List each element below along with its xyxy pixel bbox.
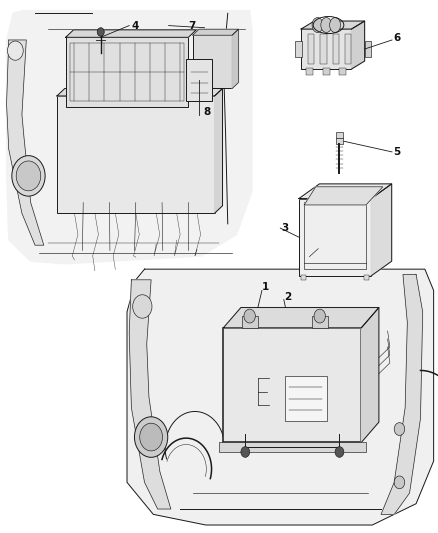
Circle shape: [314, 309, 325, 323]
Text: 1: 1: [262, 282, 269, 292]
Circle shape: [244, 309, 255, 323]
Circle shape: [140, 423, 162, 451]
Circle shape: [16, 161, 41, 191]
Circle shape: [97, 28, 104, 36]
Bar: [312, 316, 328, 328]
Ellipse shape: [312, 18, 323, 33]
Polygon shape: [232, 29, 238, 88]
Circle shape: [394, 423, 405, 435]
Bar: [300, 275, 306, 280]
Polygon shape: [57, 88, 223, 96]
Bar: [193, 35, 232, 88]
Bar: [307, 35, 314, 63]
Bar: [304, 201, 366, 269]
Bar: [219, 442, 366, 452]
Bar: [323, 68, 330, 75]
Polygon shape: [127, 269, 434, 525]
Bar: [66, 37, 188, 107]
Circle shape: [133, 295, 152, 318]
Ellipse shape: [329, 18, 341, 33]
Bar: [186, 59, 212, 101]
Bar: [364, 41, 371, 57]
Text: 5: 5: [393, 147, 400, 157]
Polygon shape: [381, 274, 423, 514]
Text: 2: 2: [284, 292, 291, 302]
Polygon shape: [223, 308, 379, 328]
Polygon shape: [215, 88, 223, 213]
Polygon shape: [371, 184, 392, 276]
Text: 7: 7: [188, 21, 196, 30]
Circle shape: [241, 447, 250, 457]
Bar: [339, 68, 346, 75]
Circle shape: [335, 447, 344, 457]
Circle shape: [394, 476, 405, 489]
Ellipse shape: [321, 18, 332, 33]
Polygon shape: [304, 187, 383, 205]
Bar: [294, 41, 301, 57]
Circle shape: [134, 417, 168, 457]
Circle shape: [12, 156, 45, 196]
Bar: [301, 29, 351, 69]
Text: 6: 6: [393, 34, 400, 43]
Bar: [364, 275, 370, 280]
Bar: [336, 132, 343, 144]
Polygon shape: [7, 40, 44, 245]
Bar: [332, 35, 339, 63]
Text: 3: 3: [282, 223, 289, 233]
Polygon shape: [301, 21, 364, 29]
Polygon shape: [299, 184, 392, 198]
Polygon shape: [193, 29, 238, 35]
Polygon shape: [361, 308, 379, 442]
Text: 4: 4: [131, 21, 139, 30]
Bar: [242, 316, 258, 328]
Circle shape: [7, 41, 23, 60]
Polygon shape: [66, 30, 196, 37]
Polygon shape: [7, 11, 252, 264]
Polygon shape: [129, 280, 171, 509]
Text: 8: 8: [204, 107, 211, 117]
Bar: [286, 376, 327, 421]
Bar: [307, 68, 314, 75]
Bar: [223, 328, 361, 442]
Polygon shape: [351, 21, 364, 69]
Bar: [299, 198, 371, 276]
Bar: [57, 96, 215, 213]
Bar: [345, 35, 351, 63]
Bar: [320, 35, 327, 63]
Bar: [70, 43, 184, 101]
